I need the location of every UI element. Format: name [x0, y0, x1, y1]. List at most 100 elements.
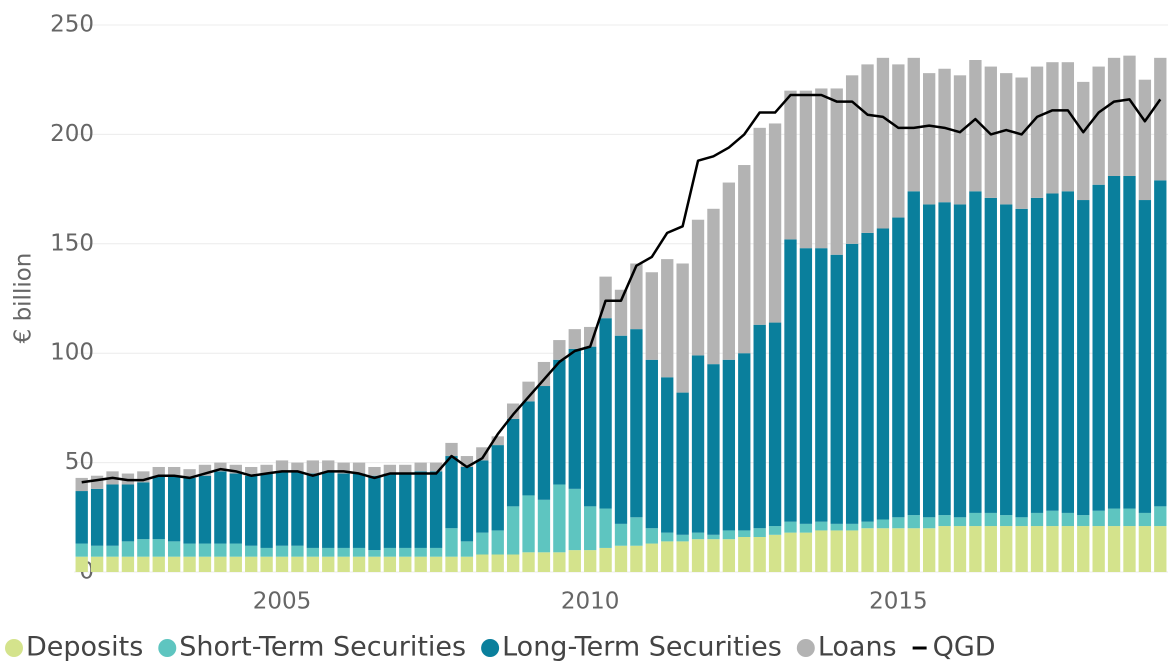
bar-segment: [630, 329, 643, 518]
bar-segment: [245, 466, 258, 476]
bar-segment: [1107, 526, 1121, 572]
bar-segment: [491, 530, 504, 555]
bar-segment: [476, 554, 489, 572]
bar-segment: [768, 123, 782, 323]
bar-segment: [445, 528, 458, 557]
bar-segment: [383, 473, 397, 548]
bar-segment: [337, 462, 350, 474]
bar-segment: [183, 469, 196, 478]
bar-segment: [106, 545, 119, 557]
bar-segment: [337, 473, 350, 548]
y-tick-label: 50: [65, 449, 94, 475]
bar-segment: [799, 523, 813, 533]
bar-segment: [522, 401, 535, 496]
bar-segment: [892, 528, 905, 572]
bar-segment: [229, 543, 242, 557]
bar-segment: [784, 90, 797, 240]
bar-segment: [399, 473, 412, 548]
bar-segment: [830, 530, 843, 572]
bar-segment: [506, 506, 520, 555]
bar-segment: [1092, 66, 1105, 185]
bar-segment: [1107, 508, 1121, 527]
bar-segment: [491, 445, 504, 531]
bar-segment: [291, 462, 304, 472]
bar-segment: [938, 515, 951, 527]
bar-segment: [861, 64, 874, 233]
bar-segment: [1154, 526, 1167, 572]
bar-segment: [676, 534, 689, 542]
bar-segment: [229, 464, 242, 474]
bar-segment: [691, 219, 705, 356]
bar-segment: [830, 88, 843, 255]
bar-segment: [722, 539, 736, 572]
bar-segment: [260, 556, 273, 572]
bar-segment: [75, 477, 88, 492]
bar-segment: [291, 556, 304, 572]
legend-label: QGD: [933, 632, 996, 663]
bar-segment: [799, 90, 813, 249]
bar-segment: [368, 466, 381, 476]
bar-segment: [260, 473, 273, 548]
bar-segment: [845, 75, 859, 244]
legend-label: Loans: [818, 632, 897, 663]
bar-segment: [352, 547, 366, 557]
bar-segment: [522, 552, 535, 572]
bar-segment: [1092, 510, 1105, 527]
bar-segment: [1138, 79, 1152, 201]
bar-segment: [661, 377, 674, 533]
bar-segment: [183, 477, 196, 544]
bar-segment: [429, 471, 443, 548]
bar-segment: [984, 197, 997, 513]
bar-segment: [645, 543, 658, 572]
bar-segment: [830, 523, 843, 531]
bar-segment: [1077, 526, 1090, 572]
bar-segment: [352, 556, 366, 572]
bar-segment: [892, 64, 905, 218]
y-tick-label: 250: [50, 12, 94, 38]
bar-segment: [75, 491, 88, 544]
bar-segment: [661, 532, 674, 542]
bar-segment: [198, 464, 212, 476]
bar-segment: [938, 202, 951, 516]
bar-segment: [691, 355, 705, 533]
bar-segment: [1077, 81, 1090, 201]
bar-segment: [1000, 515, 1013, 527]
bar-segment: [121, 541, 135, 557]
bar-segment: [260, 547, 273, 557]
bar-segment: [984, 512, 997, 527]
bar-segment: [661, 259, 674, 378]
bar-segment: [445, 456, 458, 529]
bar-segment: [876, 519, 890, 529]
bar-segment: [429, 556, 443, 572]
bar-segment: [460, 541, 474, 557]
bar-segment: [845, 523, 859, 531]
bar-segment: [707, 534, 720, 540]
bar-segment: [1123, 526, 1136, 572]
bar-segment: [306, 460, 319, 474]
bar-segment: [383, 547, 397, 557]
bar-segment: [892, 517, 905, 529]
bar-segment: [1092, 184, 1105, 511]
bar-segment: [1015, 77, 1028, 209]
legend-marker: [5, 639, 23, 657]
bar-segment: [923, 528, 936, 572]
bar-segment: [1092, 526, 1105, 572]
bar-segment: [90, 475, 104, 489]
bar-segment: [121, 484, 135, 542]
bar-segment: [399, 556, 412, 572]
bar-segment: [1077, 515, 1090, 527]
bar-segment: [768, 534, 782, 572]
bar-segment: [614, 335, 628, 524]
x-tick-label: 2005: [253, 589, 312, 615]
bar-segment: [907, 191, 920, 516]
bar-segment: [476, 447, 489, 461]
bar-segment: [1154, 57, 1167, 181]
bar-segment: [306, 473, 319, 548]
bar-segment: [1061, 62, 1075, 192]
bar-segment: [522, 495, 535, 553]
bar-segment: [876, 528, 890, 572]
bar-segment: [1046, 526, 1059, 572]
bar-segment: [676, 263, 689, 393]
bar-segment: [90, 488, 104, 546]
bar-segment: [645, 528, 658, 544]
